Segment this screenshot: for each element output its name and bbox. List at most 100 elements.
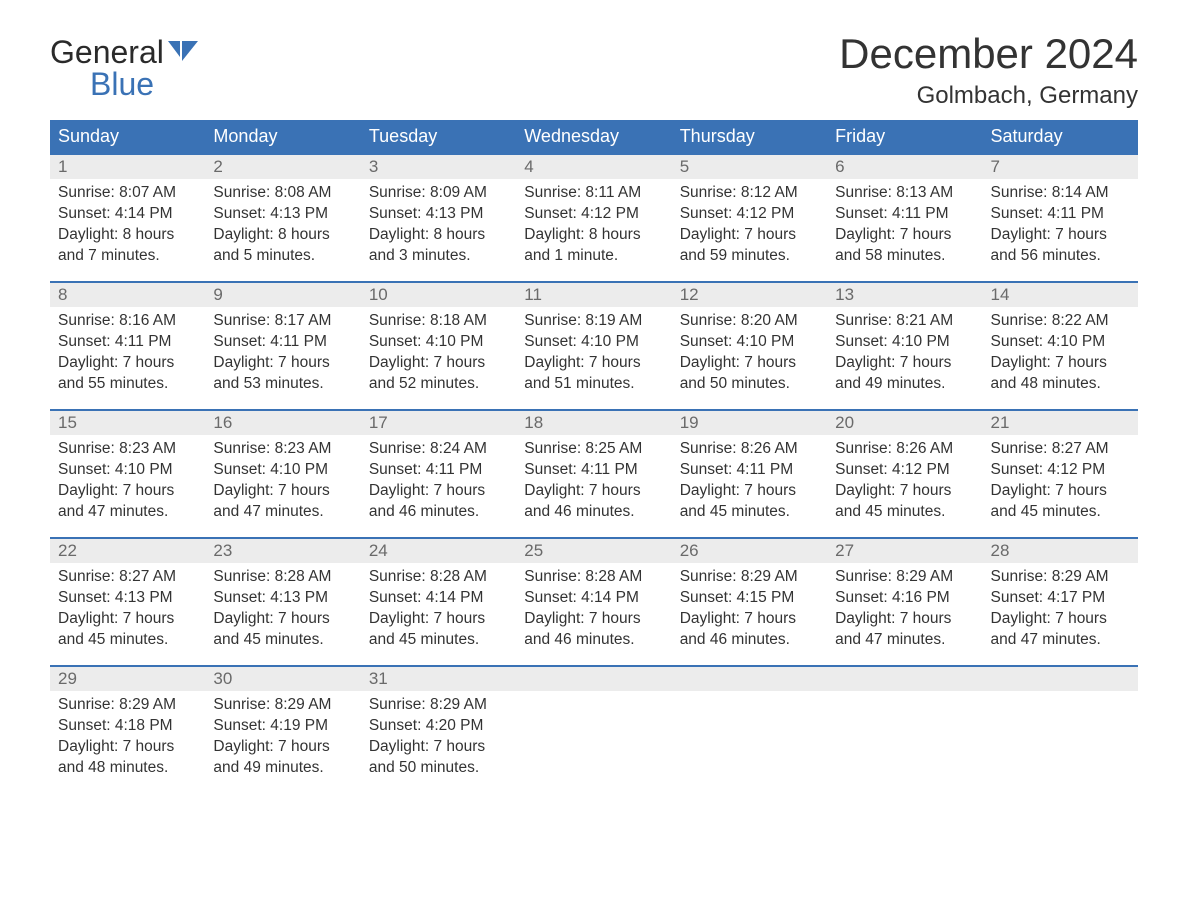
calendar-cell: 30Sunrise: 8:29 AMSunset: 4:19 PMDayligh… [205,665,360,793]
calendar-row: 1Sunrise: 8:07 AMSunset: 4:14 PMDaylight… [50,153,1138,281]
day-number: 6 [827,153,982,179]
day-body: Sunrise: 8:18 AMSunset: 4:10 PMDaylight:… [361,307,516,405]
page-title: December 2024 [839,30,1138,78]
day-body: Sunrise: 8:21 AMSunset: 4:10 PMDaylight:… [827,307,982,405]
calendar-row: 22Sunrise: 8:27 AMSunset: 4:13 PMDayligh… [50,537,1138,665]
day-number-empty [516,665,671,691]
calendar-cell: 27Sunrise: 8:29 AMSunset: 4:16 PMDayligh… [827,537,982,665]
day-number-empty [672,665,827,691]
header: General Blue December 2024 Golmbach, Ger… [50,30,1138,110]
calendar-table: Sunday Monday Tuesday Wednesday Thursday… [50,120,1138,793]
day-body: Sunrise: 8:25 AMSunset: 4:11 PMDaylight:… [516,435,671,533]
day-body: Sunrise: 8:27 AMSunset: 4:12 PMDaylight:… [983,435,1138,533]
logo-text-2: Blue [50,68,198,100]
calendar-row: 8Sunrise: 8:16 AMSunset: 4:11 PMDaylight… [50,281,1138,409]
day-body: Sunrise: 8:29 AMSunset: 4:15 PMDaylight:… [672,563,827,661]
day-body: Sunrise: 8:28 AMSunset: 4:14 PMDaylight:… [516,563,671,661]
weekday-header: Tuesday [361,120,516,153]
calendar-cell: 23Sunrise: 8:28 AMSunset: 4:13 PMDayligh… [205,537,360,665]
calendar-cell: 3Sunrise: 8:09 AMSunset: 4:13 PMDaylight… [361,153,516,281]
calendar-cell: 6Sunrise: 8:13 AMSunset: 4:11 PMDaylight… [827,153,982,281]
weekday-header: Saturday [983,120,1138,153]
day-number: 12 [672,281,827,307]
calendar-cell-empty [983,665,1138,793]
calendar-cell: 14Sunrise: 8:22 AMSunset: 4:10 PMDayligh… [983,281,1138,409]
day-number: 27 [827,537,982,563]
calendar-cell: 10Sunrise: 8:18 AMSunset: 4:10 PMDayligh… [361,281,516,409]
day-number: 26 [672,537,827,563]
calendar-cell: 28Sunrise: 8:29 AMSunset: 4:17 PMDayligh… [983,537,1138,665]
day-number: 7 [983,153,1138,179]
logo-flag-icon [168,36,198,68]
day-body: Sunrise: 8:29 AMSunset: 4:19 PMDaylight:… [205,691,360,789]
calendar-cell: 8Sunrise: 8:16 AMSunset: 4:11 PMDaylight… [50,281,205,409]
day-body: Sunrise: 8:23 AMSunset: 4:10 PMDaylight:… [50,435,205,533]
day-body: Sunrise: 8:17 AMSunset: 4:11 PMDaylight:… [205,307,360,405]
day-number: 22 [50,537,205,563]
weekday-header: Friday [827,120,982,153]
day-number: 20 [827,409,982,435]
day-body: Sunrise: 8:24 AMSunset: 4:11 PMDaylight:… [361,435,516,533]
day-number: 17 [361,409,516,435]
day-body: Sunrise: 8:20 AMSunset: 4:10 PMDaylight:… [672,307,827,405]
weekday-header: Wednesday [516,120,671,153]
day-number: 5 [672,153,827,179]
calendar-cell-empty [827,665,982,793]
calendar-cell: 2Sunrise: 8:08 AMSunset: 4:13 PMDaylight… [205,153,360,281]
day-body: Sunrise: 8:12 AMSunset: 4:12 PMDaylight:… [672,179,827,277]
logo: General Blue [50,30,198,100]
day-body: Sunrise: 8:29 AMSunset: 4:17 PMDaylight:… [983,563,1138,661]
day-body: Sunrise: 8:29 AMSunset: 4:20 PMDaylight:… [361,691,516,789]
calendar-cell: 15Sunrise: 8:23 AMSunset: 4:10 PMDayligh… [50,409,205,537]
day-body: Sunrise: 8:14 AMSunset: 4:11 PMDaylight:… [983,179,1138,277]
day-body: Sunrise: 8:27 AMSunset: 4:13 PMDaylight:… [50,563,205,661]
day-number: 30 [205,665,360,691]
day-body: Sunrise: 8:19 AMSunset: 4:10 PMDaylight:… [516,307,671,405]
day-number-empty [983,665,1138,691]
day-number: 19 [672,409,827,435]
logo-text-1: General [50,36,164,68]
day-body: Sunrise: 8:28 AMSunset: 4:14 PMDaylight:… [361,563,516,661]
calendar-cell: 5Sunrise: 8:12 AMSunset: 4:12 PMDaylight… [672,153,827,281]
calendar-cell: 11Sunrise: 8:19 AMSunset: 4:10 PMDayligh… [516,281,671,409]
day-number: 29 [50,665,205,691]
day-number: 13 [827,281,982,307]
calendar-cell: 21Sunrise: 8:27 AMSunset: 4:12 PMDayligh… [983,409,1138,537]
day-number: 31 [361,665,516,691]
calendar-cell: 22Sunrise: 8:27 AMSunset: 4:13 PMDayligh… [50,537,205,665]
day-body: Sunrise: 8:26 AMSunset: 4:12 PMDaylight:… [827,435,982,533]
calendar-row: 29Sunrise: 8:29 AMSunset: 4:18 PMDayligh… [50,665,1138,793]
weekday-header: Monday [205,120,360,153]
day-number: 21 [983,409,1138,435]
day-number: 3 [361,153,516,179]
day-number-empty [827,665,982,691]
day-body: Sunrise: 8:11 AMSunset: 4:12 PMDaylight:… [516,179,671,277]
calendar-cell: 18Sunrise: 8:25 AMSunset: 4:11 PMDayligh… [516,409,671,537]
day-number: 9 [205,281,360,307]
day-body: Sunrise: 8:08 AMSunset: 4:13 PMDaylight:… [205,179,360,277]
location-label: Golmbach, Germany [839,82,1138,110]
day-number: 15 [50,409,205,435]
day-number: 23 [205,537,360,563]
calendar-cell: 9Sunrise: 8:17 AMSunset: 4:11 PMDaylight… [205,281,360,409]
day-number: 2 [205,153,360,179]
calendar-cell: 4Sunrise: 8:11 AMSunset: 4:12 PMDaylight… [516,153,671,281]
calendar-cell: 29Sunrise: 8:29 AMSunset: 4:18 PMDayligh… [50,665,205,793]
day-number: 18 [516,409,671,435]
calendar-row: 15Sunrise: 8:23 AMSunset: 4:10 PMDayligh… [50,409,1138,537]
calendar-cell: 12Sunrise: 8:20 AMSunset: 4:10 PMDayligh… [672,281,827,409]
title-block: December 2024 Golmbach, Germany [839,30,1138,110]
calendar-cell: 13Sunrise: 8:21 AMSunset: 4:10 PMDayligh… [827,281,982,409]
day-number: 8 [50,281,205,307]
calendar-cell: 26Sunrise: 8:29 AMSunset: 4:15 PMDayligh… [672,537,827,665]
day-body: Sunrise: 8:29 AMSunset: 4:16 PMDaylight:… [827,563,982,661]
day-body: Sunrise: 8:22 AMSunset: 4:10 PMDaylight:… [983,307,1138,405]
calendar-cell: 20Sunrise: 8:26 AMSunset: 4:12 PMDayligh… [827,409,982,537]
day-number: 16 [205,409,360,435]
day-number: 11 [516,281,671,307]
calendar-cell: 31Sunrise: 8:29 AMSunset: 4:20 PMDayligh… [361,665,516,793]
day-number: 24 [361,537,516,563]
day-body: Sunrise: 8:16 AMSunset: 4:11 PMDaylight:… [50,307,205,405]
day-body: Sunrise: 8:09 AMSunset: 4:13 PMDaylight:… [361,179,516,277]
weekday-header: Thursday [672,120,827,153]
